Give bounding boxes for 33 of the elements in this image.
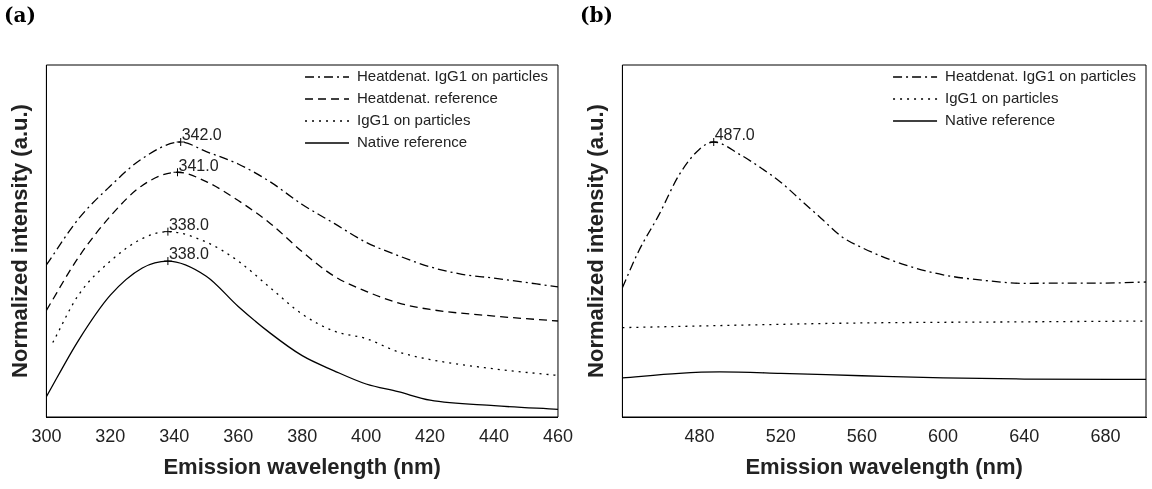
x-tick-label: 420 <box>415 425 446 446</box>
legend-label: IgG1 on particles <box>945 89 1059 107</box>
legend-label: Heatdenat. reference <box>357 89 498 107</box>
x-tick-label: 600 <box>928 425 959 446</box>
annotation: 487.0 <box>714 126 755 144</box>
annotation: 338.0 <box>168 245 210 263</box>
x-tick-label: 340 <box>159 425 190 446</box>
legend-label: Heatdenat. IgG1 on particles <box>945 67 1136 85</box>
x-tick-label: 460 <box>542 425 574 446</box>
x-tick-label: 480 <box>684 425 715 446</box>
x-tick-label: 300 <box>31 425 62 446</box>
legend-label: Native reference <box>945 111 1056 129</box>
x-tick-label: 360 <box>223 425 254 446</box>
legend-label: Heatdenat. IgG1 on particles <box>357 67 548 85</box>
x-tick-label: 400 <box>351 425 382 446</box>
x-tick-label: 640 <box>1009 425 1040 446</box>
x-tick-label: 380 <box>287 425 318 446</box>
y-axis-title: Normalized intensity (a.u.) <box>583 104 609 378</box>
x-tick-label: 440 <box>479 425 510 446</box>
annotation: 342.0 <box>181 126 222 144</box>
x-tick-label: 520 <box>765 425 796 446</box>
chart-title: (a) <box>4 3 36 28</box>
x-tick-label: 560 <box>846 425 877 446</box>
x-axis-title: Emission wavelength (nm) <box>163 453 441 479</box>
annotation: 338.0 <box>168 216 210 234</box>
y-axis-title: Normalized intensity (a.u.) <box>7 104 33 378</box>
chart-title: (b) <box>580 3 613 28</box>
annotation: 341.0 <box>178 156 219 174</box>
legend-label: Native reference <box>357 133 468 151</box>
x-axis-title: Emission wavelength (nm) <box>745 453 1023 479</box>
x-tick-label: 680 <box>1090 425 1121 446</box>
x-tick-label: 320 <box>95 425 126 446</box>
legend-label: IgG1 on particles <box>357 111 471 129</box>
